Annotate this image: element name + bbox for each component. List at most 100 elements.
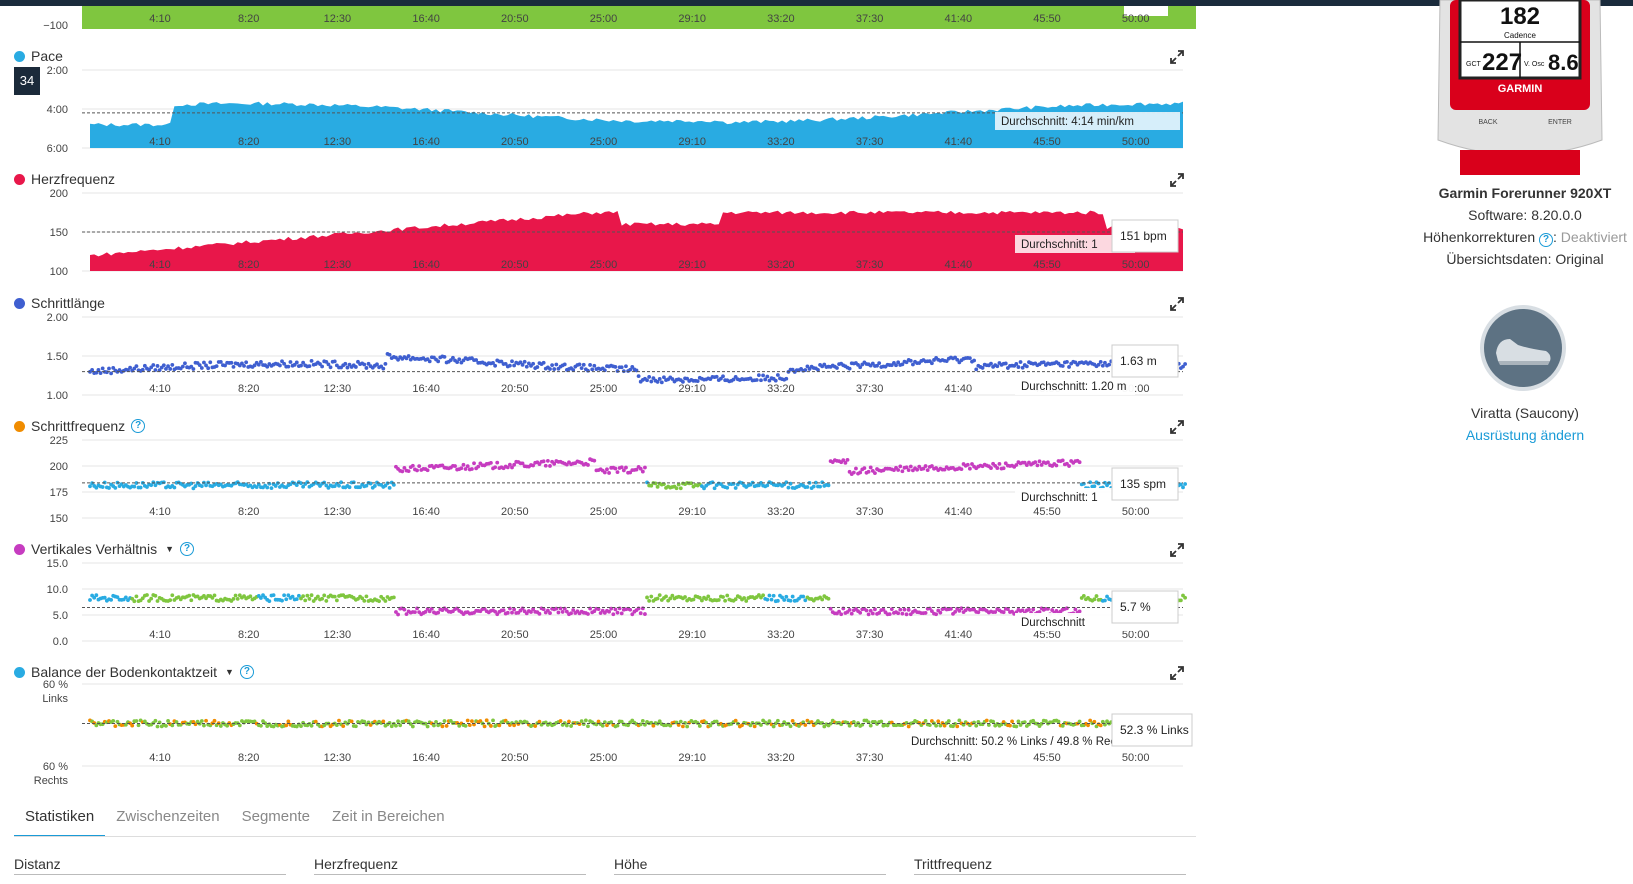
x-tick-label: 8:20	[238, 136, 259, 148]
gctb-point	[115, 719, 120, 724]
watch-enter-label: ENTER	[1548, 119, 1572, 126]
expand-icon[interactable]	[1170, 297, 1184, 311]
average-label: Durchschnitt: 4:14 min/km	[1001, 116, 1134, 128]
stride-point	[613, 365, 618, 369]
gctb-point	[111, 719, 116, 723]
tab-zwischenzeiten[interactable]: Zwischenzeiten	[116, 808, 220, 825]
elevation-correction-value[interactable]: Deaktiviert	[1560, 229, 1627, 245]
x-tick-label: 33:20	[767, 629, 795, 641]
tab-segmente[interactable]: Segmente	[241, 808, 310, 825]
cadence-point	[942, 467, 947, 472]
vratio-point	[88, 598, 92, 602]
stride-point	[647, 375, 652, 379]
gctb-point	[155, 724, 160, 729]
vratio-point	[109, 597, 114, 602]
gctb-point	[136, 723, 141, 728]
vratio-point	[423, 610, 428, 614]
x-tick-label: 45:50	[1033, 629, 1061, 641]
stride-point	[362, 362, 367, 367]
chart-hr[interactable]: 200 150 100 4:10 8:20 12:30 16:40 20:50 25:00 29:…	[0, 187, 1200, 297]
cadence-point	[172, 485, 177, 490]
chart-title-label: Pace	[31, 48, 63, 64]
x-tick-label: 16:40	[412, 259, 440, 271]
x-tick-label: 41:40	[945, 752, 973, 764]
vratio-point	[493, 609, 498, 614]
vratio-point	[92, 595, 97, 600]
legend-dot-icon	[14, 420, 25, 432]
stride-point	[877, 361, 882, 366]
elevation-overview-strip[interactable]: 4:10 8:20 12:30 16:40 20:50 25:00 29:10 33:20 37…	[82, 6, 1196, 29]
gctb-point	[166, 719, 170, 723]
cadence-point	[765, 483, 770, 488]
tab-statistiken[interactable]: Statistiken	[14, 800, 106, 837]
gctb-point	[984, 718, 989, 723]
vratio-point	[864, 608, 869, 613]
y-tick-label: 10.0	[47, 584, 68, 596]
hr-area	[90, 210, 1183, 271]
chart-gctb[interactable]: 60 % Links 60 % Rechts 4:10 8:20 12:30 16:40 20:…	[0, 679, 1200, 790]
expand-icon[interactable]	[1170, 50, 1184, 64]
stride-point	[1060, 364, 1065, 368]
chart-title-vratio: Vertikales Verhältnis ▼?	[14, 541, 194, 557]
gctb-point	[134, 719, 139, 723]
chart-title-label: Balance der Bodenkontaktzeit	[31, 664, 218, 680]
gctb-point	[1031, 718, 1036, 723]
stride-point	[134, 364, 139, 369]
stride-point	[164, 367, 168, 371]
range-handle[interactable]	[1124, 6, 1168, 16]
chart-stride[interactable]: 2.00 1.50 1.00 4:10 8:20 12:30 16:40 20:50 25:00…	[0, 311, 1200, 421]
stride-point	[592, 363, 597, 368]
stride-point	[911, 362, 915, 367]
stride-point	[522, 359, 527, 364]
stride-point	[524, 364, 529, 369]
stride-point	[191, 367, 196, 371]
chart-vratio[interactable]: 15.0 10.0 5.0 0.0 4:10 8:20 12:30 16:40 20:50 25:…	[0, 557, 1200, 667]
stride-point	[259, 360, 263, 364]
x-tick-label: 33:20	[767, 752, 795, 764]
expand-icon[interactable]	[1170, 173, 1184, 187]
help-icon[interactable]: ?	[239, 665, 254, 679]
expand-icon[interactable]	[1170, 420, 1184, 434]
help-icon[interactable]: ?	[180, 542, 194, 556]
cadence-point	[337, 483, 341, 488]
stride-point	[396, 357, 400, 362]
legend-dot-icon	[14, 666, 25, 678]
expand-icon[interactable]	[1170, 666, 1184, 680]
gctb-point	[1039, 721, 1044, 726]
vratio-point	[231, 597, 236, 601]
vratio-point	[820, 597, 825, 602]
vratio-point	[788, 598, 793, 603]
chart-cadence[interactable]: 225 200 175 150 4:10 8:20 12:30 16:40 20:50 25:00…	[0, 434, 1200, 544]
stride-point	[651, 376, 656, 381]
cadence-point	[552, 461, 557, 466]
vratio-point	[923, 611, 928, 615]
vratio-point	[847, 608, 852, 612]
gctb-point	[334, 723, 339, 727]
watch-screen-gct: 227	[1482, 49, 1522, 76]
help-icon[interactable]: ?	[1539, 233, 1554, 247]
gctb-point	[398, 723, 403, 728]
vratio-point	[132, 599, 137, 604]
expand-icon[interactable]	[1170, 543, 1184, 557]
gctb-point	[410, 724, 415, 729]
x-tick-label: 16:40	[412, 136, 440, 148]
stride-point	[518, 360, 523, 365]
gctb-point	[771, 724, 776, 729]
help-icon[interactable]: ?	[131, 419, 146, 433]
cadence-point	[265, 485, 270, 490]
watch-screen-vosc-label: V. Osc	[1524, 61, 1545, 68]
cadence-point	[900, 469, 905, 474]
vratio-point	[322, 593, 327, 598]
x-tick-label: 4:10	[149, 259, 170, 271]
change-gear-link[interactable]: Ausrüstung ändern	[1465, 427, 1585, 443]
chart-pace[interactable]: 2:00 4:00 6:00 4:10 8:20 12:30 16:40 20:50 25:00…	[0, 64, 1200, 174]
elevation-x-tick: 8:20	[237, 13, 260, 25]
tab-zeit-in-bereichen[interactable]: Zeit in Bereichen	[331, 808, 445, 825]
dropdown-caret-icon[interactable]: ▼	[225, 667, 234, 677]
dropdown-caret-icon[interactable]: ▼	[165, 544, 174, 554]
x-tick-label: 37:30	[856, 259, 884, 271]
vratio-point	[733, 597, 738, 602]
stride-point	[499, 359, 504, 364]
cadence-point	[305, 480, 310, 485]
value-tooltip-box	[1111, 713, 1193, 747]
